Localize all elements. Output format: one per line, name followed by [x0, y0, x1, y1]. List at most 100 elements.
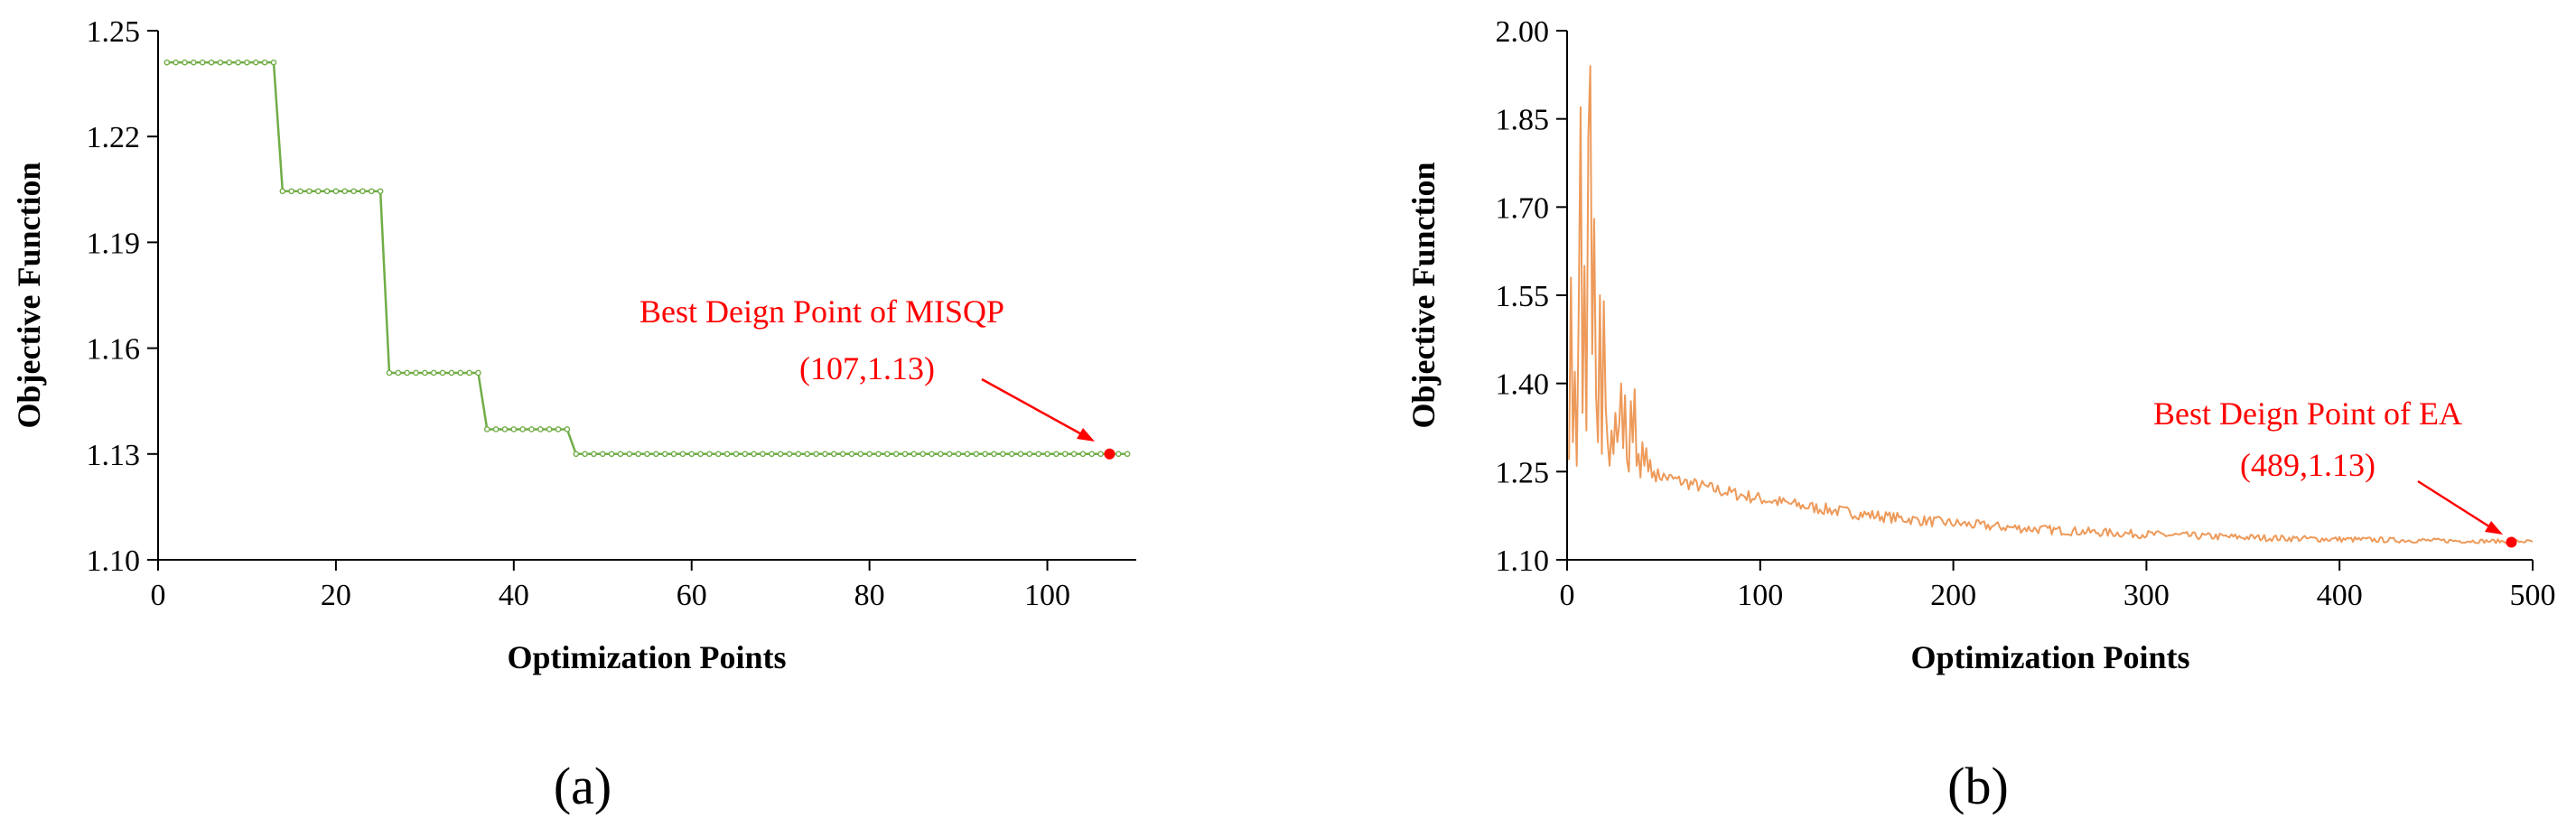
chart-a-ytick-label: 1.10 — [87, 544, 141, 578]
chart-b-annotation-line2: (489,1.13) — [2240, 447, 2375, 483]
chart-b-y-ticks: 1.10 1.25 1.40 1.55 1.70 1.85 2.00 — [1496, 15, 1567, 578]
chart-a-data-point — [964, 451, 971, 458]
chart-a-data-point — [252, 59, 259, 66]
chart-a-data-point — [182, 59, 188, 66]
chart-a-annotation-line2: (107,1.13) — [799, 350, 935, 386]
panel-a-background — [0, 0, 1292, 837]
chart-a-data-point — [1061, 451, 1069, 458]
chart-a-data-point — [901, 451, 909, 458]
chart-a-data-point — [1115, 451, 1122, 458]
chart-a-data-point — [973, 451, 980, 458]
chart-a-data-point — [804, 451, 811, 458]
chart-a-data-point — [670, 451, 677, 458]
chart-a-y-ticks: 1.10 1.13 1.16 1.19 1.22 1.25 — [87, 15, 158, 578]
chart-a-data-point — [1044, 451, 1050, 458]
chart-a-data-point — [884, 451, 891, 458]
chart-panel-b: 1.10 1.25 1.40 1.55 1.70 1.85 2.00 0 100 200 300 4… — [1405, 15, 2556, 815]
chart-b-xtick-label: 400 — [2317, 579, 2363, 612]
chart-a-data-point — [350, 188, 357, 195]
chart-b-x-ticks: 0 100 200 300 400 500 — [1560, 560, 2556, 612]
chart-b-xlabel: Optimization Points — [1910, 639, 2189, 675]
chart-a-data-point — [208, 59, 215, 66]
chart-a-data-point — [599, 451, 606, 458]
chart-a-data-point — [635, 451, 641, 458]
chart-a-data-point — [751, 451, 757, 458]
chart-a-data-point — [777, 451, 784, 458]
chart-a-data-point — [938, 451, 944, 458]
chart-a-annotation-line1: Best Deign Point of MISQP — [639, 293, 1004, 330]
chart-b-ytick-label: 1.25 — [1496, 456, 1550, 489]
chart-a-annotation-arrow — [981, 377, 1087, 439]
chart-a-data-point — [1008, 451, 1015, 458]
chart-a-data-point — [1124, 451, 1131, 458]
chart-a-data-point — [306, 188, 313, 195]
chart-a-data-point — [1079, 451, 1087, 458]
chart-a-data-point — [892, 451, 900, 458]
chart-b-annotation-arrowhead — [2485, 521, 2503, 535]
chart-a-data-point — [244, 59, 250, 66]
chart-a-data-point — [297, 188, 303, 195]
chart-a-data-point — [786, 451, 793, 458]
chart-b-ytick-label: 1.40 — [1496, 368, 1550, 402]
chart-a-data-point — [644, 451, 650, 458]
chart-a-ytick-label: 1.16 — [87, 333, 141, 367]
chart-a-data-point — [430, 369, 437, 377]
chart-a-data-point — [359, 188, 366, 195]
chart-a-data-point — [661, 451, 668, 458]
chart-a-data-point — [163, 59, 171, 66]
chart-a-ytick-label: 1.25 — [87, 15, 141, 49]
chart-b-best-point — [2506, 536, 2517, 548]
chart-a-data-point — [235, 59, 241, 66]
chart-a-data-point — [1088, 451, 1096, 458]
chart-a-data-point — [475, 369, 481, 377]
chart-a-data-point — [1097, 451, 1104, 458]
chart-a-data-point — [555, 426, 562, 432]
chart-a-data-point — [714, 451, 722, 458]
chart-a-data-point — [537, 426, 544, 432]
chart-a-data-point — [226, 59, 233, 66]
chart-a-data-point — [323, 188, 331, 195]
chart-b-ytick-label: 1.10 — [1496, 544, 1550, 578]
chart-a-data-point — [946, 451, 953, 458]
chart-a-data-point — [422, 369, 428, 377]
chart-a-data-point — [706, 451, 713, 458]
chart-a-data-point — [466, 369, 472, 377]
chart-a-data-point — [723, 451, 731, 458]
chart-a-ytick-label: 1.19 — [87, 227, 141, 260]
chart-a-xlabel: Optimization Points — [507, 639, 786, 675]
chart-b-ylabel: Objective Function — [1405, 163, 1442, 429]
chart-a-data-point — [955, 451, 962, 458]
chart-a-data-point — [1026, 451, 1033, 458]
chart-a-xtick-label: 0 — [151, 579, 166, 612]
chart-a-data-point — [199, 59, 206, 66]
chart-a-data-point — [1070, 451, 1078, 458]
chart-a-data-point — [813, 451, 819, 458]
chart-a-data-point — [919, 451, 927, 458]
chart-a-data-point — [510, 426, 518, 432]
chart-a-data-point — [270, 59, 277, 66]
chart-a-ylabel: Objective Function — [11, 163, 47, 429]
chart-a-data-point — [910, 451, 918, 458]
chart-a-data-point — [991, 451, 997, 458]
chart-a-annotation-arrowhead — [1077, 428, 1095, 442]
chart-a-data-point — [368, 188, 375, 195]
chart-a-data-point — [830, 451, 837, 458]
chart-b-ytick-label: 1.55 — [1496, 280, 1550, 313]
chart-a-data-point — [617, 451, 624, 458]
chart-a-data-point — [492, 426, 499, 432]
chart-a-data-point — [546, 426, 553, 432]
chart-a-data-point — [341, 188, 349, 195]
chart-a-data-point — [742, 451, 749, 458]
chart-a-data-point — [839, 451, 846, 458]
chart-b-series — [1568, 65, 2534, 544]
chart-a-data-point — [564, 426, 571, 432]
chart-a-data-point — [386, 369, 393, 377]
chart-a-series — [163, 59, 1131, 458]
chart-a-data-point — [191, 59, 197, 66]
chart-a-data-point — [217, 59, 224, 66]
chart-a-data-point — [519, 426, 526, 432]
chart-a-ytick-label: 1.22 — [87, 121, 141, 154]
chart-a-data-point — [769, 451, 775, 458]
chart-a-data-point — [1017, 451, 1024, 458]
